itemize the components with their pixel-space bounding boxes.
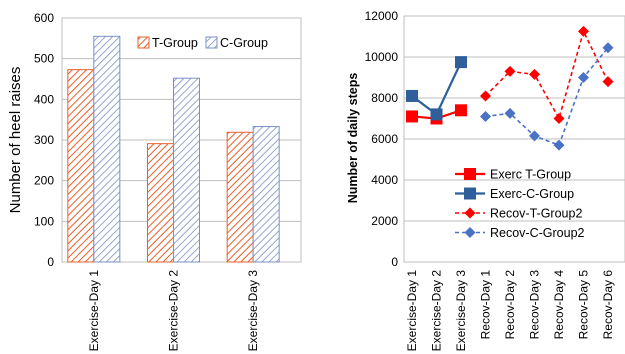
x-tick-label: Recov-Day 4 <box>552 270 566 340</box>
daily-steps-line-chart: 0 2000 4000 6000 8000 10000 12000 Exercise-Day… <box>346 9 625 351</box>
y-tick-label: 0 <box>47 255 54 269</box>
y-tick-label: 0 <box>391 255 398 269</box>
y-tick-label: 200 <box>34 174 54 188</box>
point-exerc-t-group-exercise-day-3 <box>455 104 467 117</box>
bar-t-group-exercise-day-1 <box>67 69 95 263</box>
bar-chart-y-ticks: 0 100 200 300 400 500 600 <box>34 11 54 269</box>
bar-chart-x-ticks: Exercise-Day 1 Exercise-Day 2 Exercise-Day… <box>87 270 260 352</box>
point-recov-c-group2-legend <box>464 227 476 238</box>
line-chart-x-ticks: Exercise-Day 1 Exercise-Day 2 Exercise-Day… <box>405 270 615 352</box>
y-tick-label: 500 <box>34 52 54 66</box>
legend-swatch-t-group <box>137 36 150 49</box>
x-tick-label: Exercise-Day 2 <box>430 270 444 352</box>
point-exerc-c-group-exercise-day-3 <box>455 56 467 69</box>
x-tick-label: Recov-Day 5 <box>577 270 591 340</box>
legend-swatch-c-group <box>205 36 218 49</box>
series-recov-t-group2 <box>480 25 614 124</box>
y-tick-label: 12000 <box>365 9 399 23</box>
bar-t-group-exercise-day-2 <box>147 143 174 263</box>
series-recov-c-group2 <box>480 42 614 151</box>
x-tick-label: Exercise-Day 1 <box>87 270 101 352</box>
point-recov-t-group2-recov-day-3 <box>529 68 540 80</box>
point-recov-t-group2-legend <box>464 207 476 219</box>
point-recov-c-group2-recov-day-5 <box>578 72 589 83</box>
y-tick-label: 4000 <box>371 173 398 187</box>
point-recov-t-group2-recov-day-1 <box>480 90 491 102</box>
point-recov-c-group2-recov-day-3 <box>529 130 540 142</box>
legend-label-recov-c-group2: Recov-C-Group2 <box>490 226 585 240</box>
point-recov-c-group2-recov-day-4 <box>553 139 565 151</box>
x-tick-label: Exercise-Day 3 <box>454 270 468 352</box>
point-recov-c-group2-recov-day-1 <box>480 110 491 122</box>
bar-c-group-exercise-day-3 <box>252 126 280 263</box>
point-exerc-t-group-legend <box>464 168 476 180</box>
y-tick-label: 8000 <box>371 91 398 105</box>
point-recov-t-group2-recov-day-2 <box>504 65 516 77</box>
legend-label-recov-t-group2: Recov-T-Group2 <box>490 207 582 221</box>
point-exerc-c-group-exercise-day-2 <box>430 108 443 121</box>
point-exerc-t-group-exercise-day-1 <box>406 110 418 123</box>
legend-label-t-group: T-Group <box>152 36 198 50</box>
x-tick-label: Recov-Day 2 <box>503 270 517 340</box>
point-recov-t-group2-recov-day-4 <box>553 113 565 124</box>
point-recov-c-group2-recov-day-2 <box>504 107 516 119</box>
series-line-recov-c-group2 <box>485 47 609 147</box>
bar-t-group-exercise-day-3 <box>226 131 254 263</box>
y-tick-label: 10000 <box>365 50 399 64</box>
series-exerc-c-group <box>406 56 467 121</box>
y-tick-label: 600 <box>34 11 54 25</box>
point-recov-t-group2-recov-day-6 <box>602 76 614 88</box>
y-tick-label: 300 <box>34 133 54 147</box>
x-tick-label: Recov-Day 6 <box>601 270 615 340</box>
y-tick-label: 6000 <box>371 132 398 146</box>
x-tick-label: Exercise-Day 3 <box>246 270 260 352</box>
legend-label-exerc-t-group: Exerc T-Group <box>490 168 571 182</box>
x-tick-label: Recov-Day 1 <box>479 270 493 340</box>
line-chart-y-ticks: 0 2000 4000 6000 8000 10000 12000 <box>365 9 399 269</box>
line-chart-y-axis-title: Number of daily steps <box>346 73 360 204</box>
legend-label-exerc-c-group: Exerc-C-Group <box>490 187 574 201</box>
y-tick-label: 100 <box>34 214 54 228</box>
x-tick-label: Exercise-Day 2 <box>167 270 181 352</box>
x-tick-label: Exercise-Day 1 <box>405 270 419 352</box>
x-tick-label: Recov-Day 3 <box>528 270 542 340</box>
bar-chart-legend: T-Group C-Group <box>137 36 268 50</box>
bar-chart-bars <box>67 35 280 263</box>
bar-chart-y-axis-title: Number of heel raises <box>7 67 24 214</box>
line-chart-series <box>406 25 614 151</box>
series-line-recov-t-group2 <box>484 29 609 121</box>
point-exerc-c-group-legend <box>464 187 476 200</box>
legend-label-c-group: C-Group <box>220 36 268 50</box>
y-tick-label: 2000 <box>371 214 398 228</box>
point-recov-t-group2-recov-day-5 <box>578 25 589 37</box>
line-chart-legend: Exerc T-Group Exerc-C-Group Recov-T-Group2… <box>455 168 585 240</box>
bar-c-group-exercise-day-1 <box>93 35 121 263</box>
line-chart-gridlines <box>404 56 625 222</box>
bar-c-group-exercise-day-2 <box>173 77 200 263</box>
y-tick-label: 400 <box>34 92 54 106</box>
point-exerc-c-group-exercise-day-1 <box>406 89 418 102</box>
point-recov-c-group2-recov-day-6 <box>602 42 614 54</box>
